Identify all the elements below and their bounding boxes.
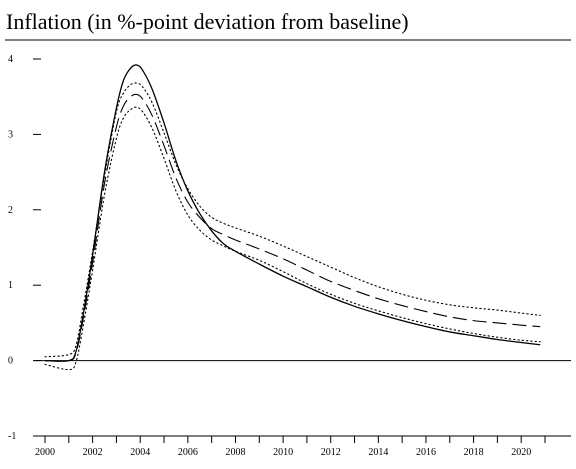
- series-line-dotted-2: [44, 82, 541, 358]
- x-tick-label: 2000: [35, 447, 55, 458]
- x-tick-label: 2002: [83, 447, 103, 458]
- y-tick-label: 0: [8, 356, 13, 367]
- x-tick-label: 2010: [273, 447, 293, 458]
- x-tick-label: 2008: [225, 447, 245, 458]
- series-line-dashed-1: [44, 93, 541, 362]
- y-tick-label: -1: [8, 431, 16, 442]
- chart-title: Inflation (in %-point deviation from bas…: [6, 9, 409, 34]
- y-tick-label: 2: [8, 205, 13, 216]
- series-line-dotted-3: [44, 106, 541, 371]
- y-axis: -1 0 1 2 3 4: [8, 54, 41, 442]
- x-tick-label: 2006: [178, 447, 198, 458]
- x-tick-label: 2004: [130, 447, 150, 458]
- y-tick-label: 3: [8, 129, 13, 140]
- x-tick-label: 2020: [511, 447, 531, 458]
- x-tick-label: 2014: [368, 447, 388, 458]
- y-tick-label: 4: [8, 54, 13, 65]
- series-layer: [44, 64, 541, 371]
- series-line-solid-0: [44, 64, 541, 362]
- x-tick-label: 2018: [464, 447, 484, 458]
- x-tick-label: 2012: [321, 447, 341, 458]
- x-axis: 2000 2002 2004 2006 2008 2010 2012 2014 2016 2018…: [35, 435, 571, 458]
- y-tick-label: 1: [8, 280, 13, 291]
- x-tick-label: 2016: [416, 447, 436, 458]
